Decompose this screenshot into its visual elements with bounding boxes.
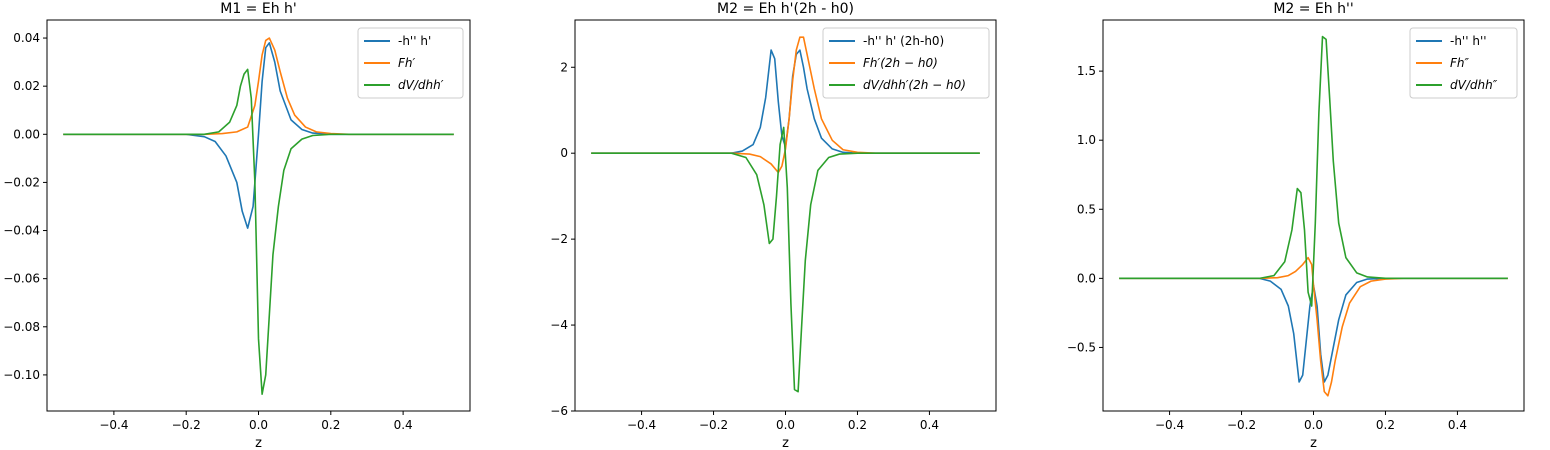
- y-tick-label: 1.0: [1077, 133, 1096, 147]
- y-tick-label: −2: [550, 232, 568, 246]
- x-axis-label: z: [1310, 436, 1317, 450]
- legend-label: -h'' h': [398, 34, 431, 48]
- y-tick-label: 1.5: [1077, 64, 1096, 78]
- x-tick-label: −0.2: [172, 418, 201, 432]
- y-tick-label: −0.08: [3, 320, 40, 334]
- x-axis-label: z: [255, 436, 262, 450]
- legend-label: dV/dhh′: [398, 78, 444, 92]
- series-lines: [591, 36, 980, 393]
- y-tick-label: 0.02: [13, 79, 40, 93]
- x-tick-label: 0.2: [321, 418, 340, 432]
- y-tick-label: 0.00: [13, 127, 40, 141]
- chart-panel-1: M1 = Eh h' −0.4 −0.2 0.0 0.2 0.4 −0.10 −0.08 −0.…: [3, 1, 471, 450]
- y-tick-label: 0.5: [1077, 202, 1096, 216]
- chart-panel-3: M2 = Eh h'' −0.4 −0.2 0.0 0.2 0.4 −0.5 0.0 0.5 1.…: [1067, 1, 1525, 450]
- x-tick-label: −0.4: [99, 418, 128, 432]
- y-tick-label: −6: [550, 404, 568, 418]
- y-tick-label: −4: [550, 318, 568, 332]
- legend: -h'' h' Fh′ dV/dhh′: [357, 27, 464, 99]
- x-tick-label: 0.4: [1448, 418, 1467, 432]
- y-tick-label: −0.02: [3, 175, 40, 189]
- x-tick-label: −0.4: [627, 418, 656, 432]
- chart-title: M1 = Eh h': [220, 1, 297, 17]
- legend-label: dV/dhh′(2h − h0): [863, 78, 966, 92]
- series-line-3: [591, 126, 980, 393]
- legend: -h'' h'' Fh″ dV/dhh″: [1409, 27, 1518, 99]
- legend-label: Fh′: [398, 56, 416, 70]
- chart-title: M2 = Eh h'': [1273, 1, 1353, 17]
- series-line-3: [63, 68, 454, 395]
- legend-label: -h'' h' (2h-h0): [863, 34, 944, 48]
- series-line-1: [1119, 277, 1508, 383]
- chart-title: M2 = Eh h'(2h - h0): [717, 1, 854, 17]
- x-tick-label: 0.0: [776, 418, 795, 432]
- legend-box: [822, 27, 990, 99]
- y-tick-label: −0.04: [3, 224, 40, 238]
- series-line-2: [63, 37, 454, 136]
- series-line-3: [1119, 35, 1508, 307]
- x-tick-label: 0.2: [848, 418, 867, 432]
- x-tick-label: 0.4: [394, 418, 413, 432]
- x-tick-label: −0.2: [1227, 418, 1256, 432]
- x-axis-label: z: [782, 436, 789, 450]
- legend-label: Fh′(2h − h0): [863, 56, 938, 70]
- x-tick-label: −0.4: [1155, 418, 1184, 432]
- legend-box: [1409, 27, 1518, 99]
- x-tick-label: 0.0: [249, 418, 268, 432]
- y-tick-label: 0.0: [1077, 271, 1096, 285]
- legend-label: Fh″: [1450, 56, 1470, 70]
- y-tick-label: 2: [560, 60, 568, 74]
- series-line-2: [591, 36, 980, 174]
- x-tick-label: 0.0: [1304, 418, 1323, 432]
- legend: -h'' h' (2h-h0) Fh′(2h − h0) dV/dhh′(2h − …: [822, 27, 990, 99]
- legend-box: [357, 27, 464, 99]
- legend-label: -h'' h'': [1450, 34, 1487, 48]
- x-tick-label: 0.4: [920, 418, 939, 432]
- y-tick-label: 0.04: [13, 31, 40, 45]
- legend-label: dV/dhh″: [1450, 78, 1498, 92]
- y-tick-label: −0.06: [3, 272, 40, 286]
- chart-panel-2: M2 = Eh h'(2h - h0) −0.4 −0.2 0.0 0.2 0.4 −6 −4…: [550, 1, 997, 450]
- y-tick-label: 0: [560, 146, 568, 160]
- y-tick-label: −0.10: [3, 368, 40, 382]
- series-line-1: [63, 42, 454, 229]
- series-lines: [1119, 35, 1508, 397]
- x-tick-label: 0.2: [1376, 418, 1395, 432]
- series-line-2: [1119, 256, 1508, 397]
- y-tick-label: −0.5: [1067, 340, 1096, 354]
- series-lines: [63, 37, 454, 395]
- x-tick-label: −0.2: [699, 418, 728, 432]
